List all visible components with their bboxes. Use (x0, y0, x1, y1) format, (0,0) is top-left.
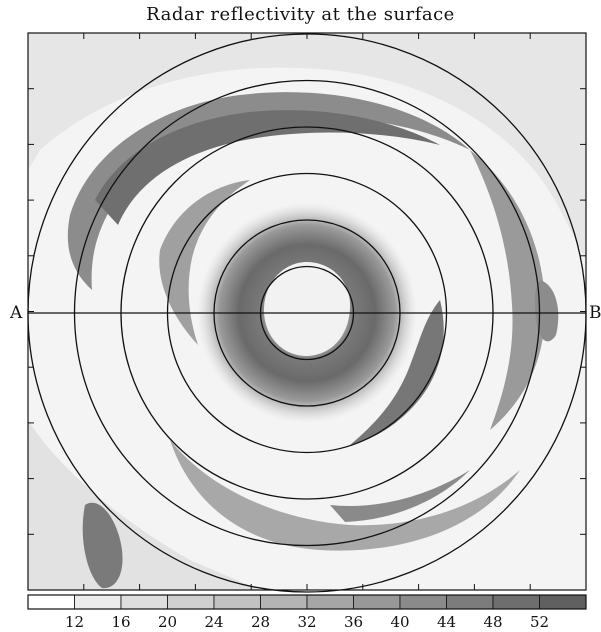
rainband-inner-right (350, 300, 444, 445)
rainband-lower-core (330, 470, 470, 522)
colorbar-tick-24: 24 (204, 613, 223, 631)
colorbar-frame (27, 594, 587, 610)
colorbar-tick-16: 16 (111, 613, 130, 631)
rainband-right (470, 150, 545, 430)
colorbar-segment-20-24 (167, 594, 215, 610)
colorbar-tick-12: 12 (65, 613, 84, 631)
frame-ticks (28, 33, 586, 590)
colorbar-segment-28-32 (260, 594, 308, 610)
colorbar (27, 594, 587, 610)
rainband-left (159, 180, 250, 345)
outer-light-area (28, 33, 586, 260)
colorbar-segment-52-56 (539, 594, 587, 610)
cross-section-start-label: A (9, 303, 23, 323)
eye (264, 262, 350, 356)
colorbar-tick-36: 36 (344, 613, 363, 631)
colorbar-tick-28: 28 (251, 613, 270, 631)
colorbar-tick-labels: 12 16 20 24 28 32 36 40 44 48 52 (65, 613, 549, 631)
colorbar-segment-44-48 (446, 594, 494, 610)
colorbar-segment-8-12 (27, 594, 75, 610)
colorbar-tick-20: 20 (158, 613, 177, 631)
colorbar-tick-40: 40 (390, 613, 409, 631)
colorbar-segment-16-20 (120, 594, 168, 610)
rainband-upper-core (95, 110, 440, 225)
colorbar-segment-36-40 (353, 594, 401, 610)
colorbar-segment-48-52 (492, 594, 540, 610)
colorbar-segment-12-16 (74, 594, 122, 610)
cross-section-end-label: B (589, 303, 601, 323)
colorbar-tick-52: 52 (530, 613, 549, 631)
colorbar-tick-44: 44 (437, 613, 456, 631)
colorbar-segment-40-44 (399, 594, 447, 610)
colorbar-segment-32-36 (306, 594, 354, 610)
colorbar-tick-48: 48 (483, 613, 502, 631)
reflectivity-field (28, 33, 586, 590)
colorbar-tick-32: 32 (297, 613, 316, 631)
chart-title: Radar reflectivity at the surface (146, 4, 455, 25)
colorbar-segment-24-28 (213, 594, 261, 610)
rainband-right-edge (534, 280, 559, 342)
rainband-lower (170, 440, 520, 551)
rainband-lower-left (82, 502, 123, 589)
